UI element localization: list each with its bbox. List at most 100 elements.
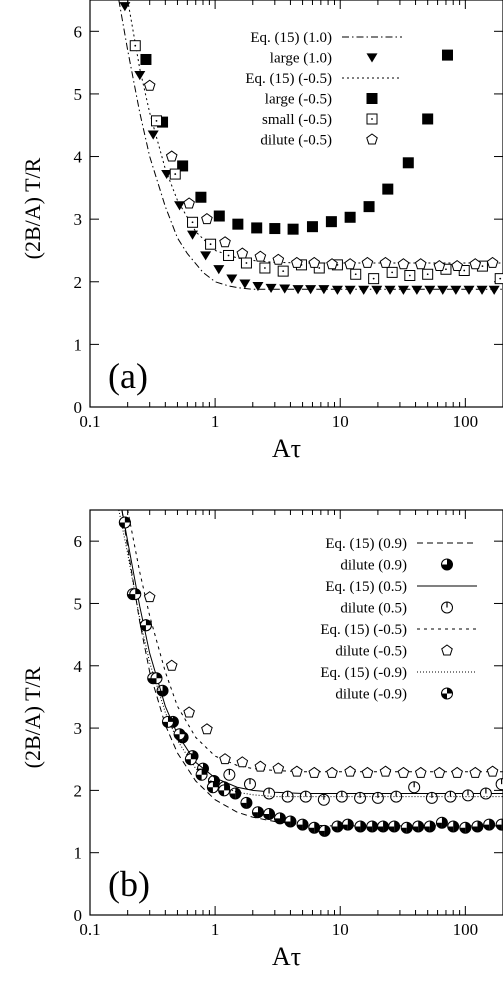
data-point xyxy=(412,820,425,833)
data-point xyxy=(201,213,213,225)
data-point xyxy=(397,258,410,270)
data-point xyxy=(119,2,131,12)
x-tick-label: 100 xyxy=(453,920,479,939)
data-point xyxy=(390,790,403,803)
data-point xyxy=(161,169,173,180)
y-tick-label: 6 xyxy=(74,22,83,41)
y-tick-label: 3 xyxy=(74,210,83,229)
data-point xyxy=(226,274,238,284)
legend-label: dilute (-0.9) xyxy=(335,687,407,703)
data-point xyxy=(425,791,438,804)
y-tick-label: 5 xyxy=(74,85,83,104)
data-point xyxy=(363,201,375,213)
data-point xyxy=(402,157,414,169)
y-tick-label: 1 xyxy=(74,844,83,863)
x-axis-label: Aτ xyxy=(272,434,301,463)
data-point xyxy=(281,790,294,803)
panel-a: 0.1 1 10 100 0 1 2 3 4 5 6 Aτ (2B/A) T/R (a) Eq. (15) … xyxy=(20,0,503,463)
data-point xyxy=(308,256,321,268)
data-point xyxy=(335,790,348,803)
y-tick-label: 6 xyxy=(74,532,83,551)
data-point xyxy=(223,768,236,781)
data-point xyxy=(361,256,374,268)
legend-label: Eq. (15) (-0.5) xyxy=(320,622,407,638)
y-tick-label: 5 xyxy=(74,594,83,613)
data-point xyxy=(424,285,436,295)
data-point xyxy=(140,53,152,65)
data-point xyxy=(174,201,186,211)
x-tick-label: 10 xyxy=(332,920,349,939)
data-point xyxy=(236,247,249,259)
data-point xyxy=(259,262,271,274)
legend-label: dilute (-0.5) xyxy=(260,133,332,149)
data-point xyxy=(150,672,163,685)
data-point xyxy=(371,791,384,804)
data-point xyxy=(150,115,162,127)
data-point xyxy=(183,197,195,209)
y-tick-label: 1 xyxy=(74,335,83,354)
data-point xyxy=(441,49,453,61)
data-point xyxy=(422,268,434,280)
y-tick-label: 0 xyxy=(74,398,83,417)
data-point xyxy=(200,251,212,261)
data-point xyxy=(318,824,331,837)
data-point xyxy=(435,816,448,829)
data-point xyxy=(368,273,380,285)
data-point xyxy=(263,808,276,821)
y-tick-label: 4 xyxy=(74,657,83,676)
data-point xyxy=(254,250,267,262)
data-point xyxy=(397,285,409,295)
data-point xyxy=(213,265,225,275)
data-point xyxy=(408,781,421,794)
legend-marker-sample xyxy=(366,133,378,145)
data-point xyxy=(476,285,488,295)
data-point xyxy=(451,766,463,778)
data-point xyxy=(219,753,231,765)
data-point xyxy=(344,285,356,295)
data-point xyxy=(469,766,482,778)
data-point xyxy=(326,766,338,778)
data-point xyxy=(397,766,410,778)
data-point xyxy=(388,820,401,833)
data-point xyxy=(187,230,199,240)
series-line xyxy=(118,510,503,798)
data-point xyxy=(232,218,244,230)
data-point xyxy=(463,285,475,295)
data-point xyxy=(494,273,503,285)
data-point xyxy=(411,285,423,295)
data-point xyxy=(279,284,291,294)
panel-b: 0.1 1 10 100 0 1 2 3 4 5 6 Aτ (2B/A) T/R (b) Eq. (15) … xyxy=(20,509,503,971)
data-point xyxy=(377,820,390,833)
data-point xyxy=(223,249,235,261)
data-point xyxy=(479,787,492,800)
data-point xyxy=(277,265,289,277)
data-point xyxy=(129,588,142,601)
data-point xyxy=(219,236,231,248)
x-tick-label: 10 xyxy=(332,412,349,431)
data-point xyxy=(165,659,178,671)
data-point xyxy=(331,285,343,295)
legend-marker-sample xyxy=(366,93,378,104)
data-point xyxy=(213,210,225,222)
data-point xyxy=(483,818,496,831)
data-point xyxy=(344,211,356,223)
legend-label: Eq. (15) (-0.9) xyxy=(320,665,407,681)
data-point xyxy=(296,818,309,831)
legend-label: Eq. (15) (0.9) xyxy=(325,536,407,552)
x-axis-label: Aτ xyxy=(272,942,301,971)
legend-label: large (1.0) xyxy=(270,51,332,67)
data-point xyxy=(308,766,321,778)
data-point xyxy=(269,223,281,235)
legend-label: dilute (0.5) xyxy=(340,601,407,617)
data-point xyxy=(326,258,338,270)
data-point xyxy=(147,130,159,140)
data-point xyxy=(305,285,317,295)
legend-label: small (-0.5) xyxy=(262,112,332,128)
x-tick-label: 0.1 xyxy=(79,920,100,939)
data-point xyxy=(139,619,152,632)
data-point xyxy=(308,821,321,834)
series-line xyxy=(127,510,503,773)
data-point xyxy=(341,818,354,831)
data-point xyxy=(318,285,330,295)
y-tick-label: 4 xyxy=(74,148,83,167)
